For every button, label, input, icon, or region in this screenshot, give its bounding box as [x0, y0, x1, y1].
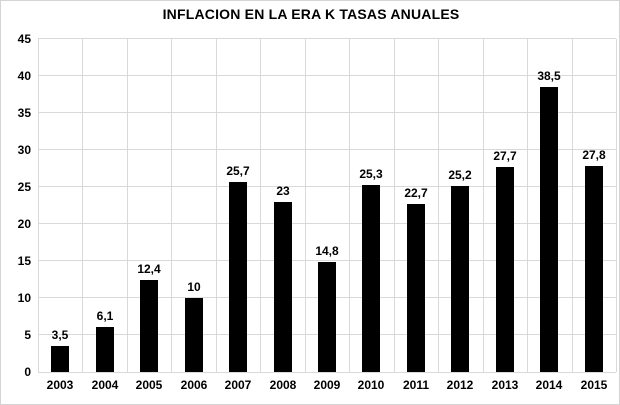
x-gridline: [572, 39, 573, 372]
bar: [140, 280, 158, 372]
y-axis-tick-label: 40: [17, 69, 31, 83]
y-axis-tick-label: 0: [24, 365, 31, 379]
x-axis-tick-label: 2004: [91, 378, 119, 392]
y-axis-tick-label: 5: [24, 328, 31, 342]
x-gridline: [349, 39, 350, 372]
bar-value-label: 27,7: [493, 149, 517, 163]
y-axis-tick-label: 30: [17, 143, 31, 157]
x-axis-tick-label: 2011: [402, 378, 430, 392]
x-axis-tick-label: 2012: [446, 378, 474, 392]
bar-value-label: 25,7: [226, 164, 250, 178]
x-axis-tick-label: 2006: [180, 378, 208, 392]
x-gridline: [438, 39, 439, 372]
x-gridline: [171, 39, 172, 372]
y-gridline: [38, 372, 616, 373]
bar: [274, 202, 292, 372]
y-axis-tick-label: 25: [17, 180, 31, 194]
y-gridline: [38, 186, 616, 187]
y-gridline: [38, 223, 616, 224]
bar-value-label: 3,5: [51, 328, 69, 342]
x-gridline: [82, 39, 83, 372]
y-gridline: [38, 38, 616, 39]
bar: [229, 182, 247, 372]
plot-area: 3,5 6,1 12,4 10 25,7 23 14,8 25,3 22,7 25,2 27,7 38…: [38, 38, 617, 373]
bar-value-label: 22,7: [404, 186, 428, 200]
x-gridline: [616, 39, 617, 372]
bar: [362, 185, 380, 372]
x-axis-tick-label: 2013: [491, 378, 519, 392]
x-gridline: [260, 39, 261, 372]
x-gridline: [127, 39, 128, 372]
bar: [185, 298, 203, 372]
x-gridline: [216, 39, 217, 372]
x-axis-tick-label: 2008: [269, 378, 297, 392]
x-axis-tick-label: 2014: [535, 378, 563, 392]
y-axis-tick-label: 10: [17, 291, 31, 305]
x-gridline: [394, 39, 395, 372]
x-gridline: [483, 39, 484, 372]
bar-value-label: 14,8: [315, 244, 339, 258]
y-axis-tick-label: 20: [17, 217, 31, 231]
x-axis-tick-label: 2009: [313, 378, 341, 392]
bar-value-label: 25,3: [359, 167, 383, 181]
y-gridline: [38, 149, 616, 150]
x-axis-tick-label: 2003: [46, 378, 74, 392]
bar-value-label: 23: [276, 184, 290, 198]
bar-value-label: 6,1: [96, 309, 114, 323]
x-axis-tick-label: 2007: [224, 378, 252, 392]
bar-value-label: 25,2: [448, 168, 472, 182]
chart-title: INFLACION EN LA ERA K TASAS ANUALES: [162, 6, 460, 22]
bar-value-label: 27,8: [582, 148, 606, 162]
y-axis-tick-label: 45: [17, 32, 31, 46]
bar: [451, 186, 469, 372]
y-axis-tick-label: 15: [17, 254, 31, 268]
bar: [540, 87, 558, 372]
y-axis-tick-label: 35: [17, 106, 31, 120]
x-axis-tick-label: 2010: [357, 378, 385, 392]
bar: [407, 204, 425, 372]
bar-value-label: 12,4: [137, 262, 161, 276]
x-gridline: [527, 39, 528, 372]
y-gridline: [38, 260, 616, 261]
y-gridline: [38, 75, 616, 76]
y-gridline: [38, 112, 616, 113]
bar: [585, 166, 603, 372]
bar: [318, 262, 336, 372]
x-gridline: [305, 39, 306, 372]
bar: [51, 346, 69, 372]
bar-value-label: 38,5: [537, 69, 561, 83]
bar: [496, 167, 514, 372]
x-axis-tick-label: 2005: [135, 378, 163, 392]
x-axis-tick-label: 2015: [580, 378, 608, 392]
bar-value-label: 10: [187, 280, 201, 294]
bar: [96, 327, 114, 372]
x-gridline: [38, 39, 39, 372]
